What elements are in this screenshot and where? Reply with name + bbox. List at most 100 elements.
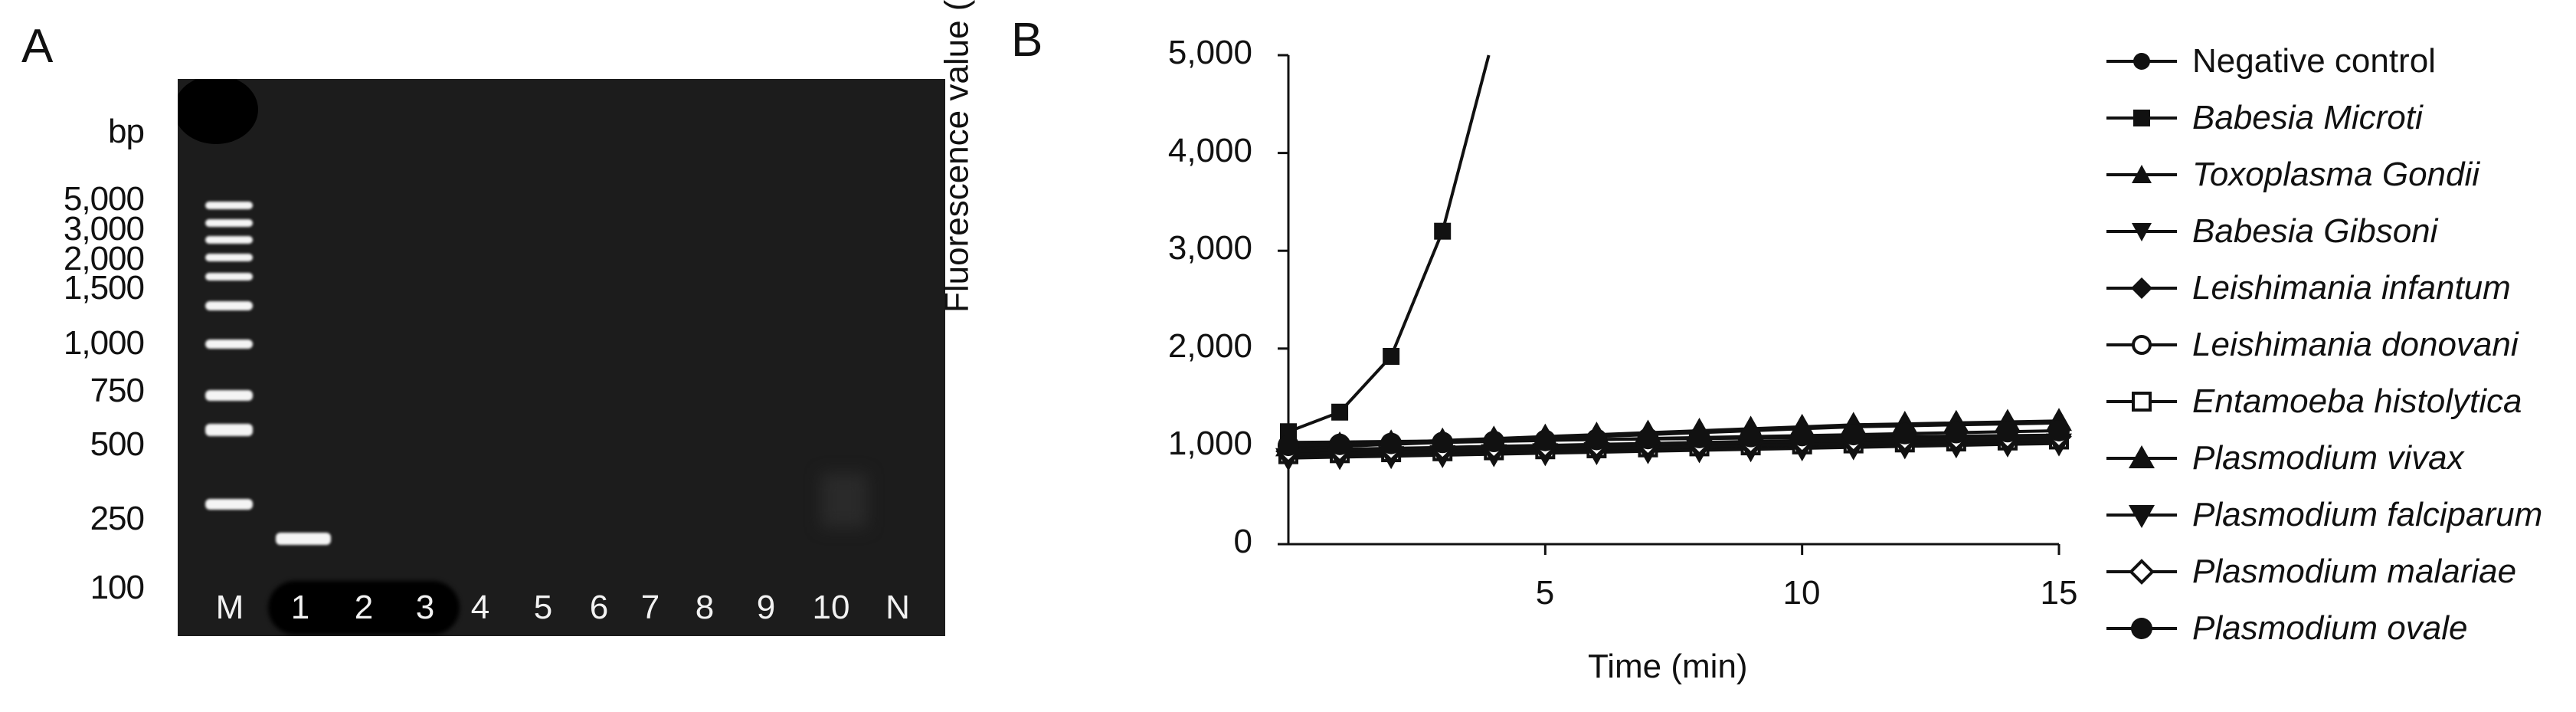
ladder-band xyxy=(205,219,253,227)
legend-label: Plasmodium vivax xyxy=(2192,439,2464,477)
data-point xyxy=(1434,222,1452,240)
data-point xyxy=(2048,419,2070,441)
legend-marker xyxy=(2133,53,2150,70)
data-point xyxy=(1894,422,1916,445)
marker-size-label: 500 xyxy=(90,425,145,463)
legend-marker xyxy=(2129,559,2155,585)
lane-label: 2 xyxy=(354,589,374,626)
data-point xyxy=(1278,435,1299,457)
y-tick-label: 4,000 xyxy=(1167,132,1252,169)
legend-label: Entamoeba histolytica xyxy=(2192,382,2522,420)
legend-swatch xyxy=(2106,335,2177,355)
series-line-1 xyxy=(1288,54,1491,434)
legend-marker xyxy=(2131,618,2152,639)
lane-label: N xyxy=(885,589,910,626)
lane-label: 7 xyxy=(640,589,660,626)
legend-label: Leishimania infantum xyxy=(2192,269,2511,307)
lane-label: 10 xyxy=(812,589,850,626)
lane-label: 1 xyxy=(290,589,310,626)
y-tick-label: 1,000 xyxy=(1167,425,1252,462)
y-tick-label: 3,000 xyxy=(1167,229,1252,267)
series-line-3 xyxy=(1288,440,2060,458)
x-tick-label: 10 xyxy=(1782,574,1821,612)
y-tick-label: 0 xyxy=(1233,523,1252,560)
lane-label: 9 xyxy=(756,589,776,626)
legend-swatch xyxy=(2106,223,2177,241)
data-point xyxy=(1740,425,1762,448)
gel-well xyxy=(178,79,258,144)
legend-marker xyxy=(2129,505,2155,528)
ladder-band xyxy=(205,273,253,281)
marker-size-label: 750 xyxy=(90,372,145,409)
legend-marker xyxy=(2132,392,2152,412)
data-point xyxy=(1996,421,2018,443)
data-point xyxy=(1688,426,1710,448)
lane-label: 4 xyxy=(470,589,490,626)
marker-size-label: 3,000 xyxy=(63,210,145,248)
ladder-band xyxy=(205,499,253,510)
legend-swatch xyxy=(2106,559,2177,585)
legend-marker xyxy=(2132,165,2152,183)
data-point xyxy=(1586,428,1608,451)
legend-marker xyxy=(2129,445,2155,468)
data-point xyxy=(1380,432,1403,454)
data-point xyxy=(1637,428,1659,450)
data-point xyxy=(1534,429,1556,451)
legend-label: Babesia Gibsoni xyxy=(2192,212,2438,250)
legend-label: Plasmodium falciparum xyxy=(2192,496,2543,533)
lane-label: 6 xyxy=(589,589,609,626)
legend-marker xyxy=(2131,277,2152,299)
legend-label: Negative control xyxy=(2192,42,2436,80)
data-point xyxy=(1383,348,1400,366)
series-line-9 xyxy=(1288,435,2060,453)
ladder-band xyxy=(205,254,253,261)
legend-item: Leishimania infantum xyxy=(2105,265,2511,311)
gel-panel: bp 5,000 3,000 2,000 1,500 1,000 750 500… xyxy=(0,0,950,712)
legend-item: Plasmodium ovale xyxy=(2105,605,2468,651)
legend-swatch xyxy=(2106,445,2177,468)
legend-item: Plasmodium falciparum xyxy=(2105,492,2542,538)
legend-item: Entamoeba histolytica xyxy=(2105,379,2522,425)
series-line-8 xyxy=(1288,441,2060,460)
y-tick-label: 5,000 xyxy=(1167,34,1252,71)
panel-letter-b: B xyxy=(1011,14,1043,67)
legend-swatch xyxy=(2106,277,2177,299)
legend-item: Plasmodium vivax xyxy=(2105,435,2464,481)
ladder-band xyxy=(205,202,253,209)
legend-item: Babesia Microti xyxy=(2105,95,2423,141)
faint-smear xyxy=(821,474,867,527)
ladder-band xyxy=(205,301,253,310)
sample-band-lane-1 xyxy=(276,533,331,545)
legend-marker xyxy=(2133,110,2150,126)
lane-label: 5 xyxy=(533,589,553,626)
legend-label: Leishimania donovani xyxy=(2192,326,2519,363)
gel-image: M 1 2 3 4 5 6 7 8 9 10 N xyxy=(178,79,945,636)
x-tick-label: 15 xyxy=(2040,574,2078,612)
bp-unit-label: bp xyxy=(108,113,145,150)
marker-size-label: 100 xyxy=(90,569,145,606)
x-tick-label: 5 xyxy=(1535,574,1555,612)
legend-swatch xyxy=(2106,53,2177,70)
legend-label: Plasmodium malariae xyxy=(2192,553,2517,590)
series-line-6 xyxy=(1288,438,2060,456)
data-point xyxy=(1791,425,1813,447)
ladder-band xyxy=(205,236,253,244)
gel-dark-blob xyxy=(268,581,460,635)
data-point xyxy=(1483,431,1505,453)
ladder-band xyxy=(205,390,253,401)
lane-label: M xyxy=(215,589,244,626)
legend-item: Plasmodium malariae xyxy=(2105,549,2516,595)
lane-label: 8 xyxy=(695,589,715,626)
ladder-band xyxy=(205,340,253,349)
data-point xyxy=(1945,422,1967,444)
y-tick-label: 2,000 xyxy=(1167,327,1252,365)
marker-size-label: 250 xyxy=(90,500,145,537)
legend-swatch xyxy=(2106,165,2177,183)
marker-size-label: 1,500 xyxy=(63,269,145,307)
series-line-10 xyxy=(1288,429,2060,448)
legend-item: Babesia Gibsoni xyxy=(2105,208,2437,254)
marker-size-label: 2,000 xyxy=(63,240,145,277)
marker-size-label: 1,000 xyxy=(63,324,145,362)
legend-swatch xyxy=(2106,618,2177,639)
